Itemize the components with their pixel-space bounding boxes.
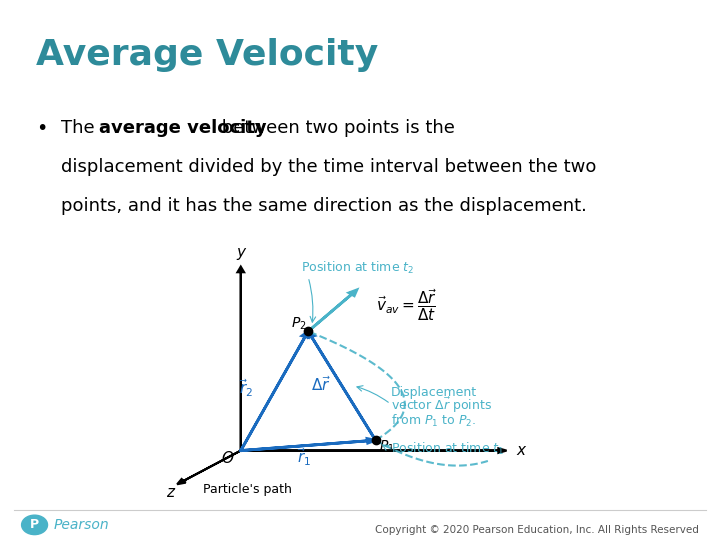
FancyArrow shape	[240, 438, 376, 450]
Text: Average Velocity: Average Velocity	[36, 38, 378, 72]
Text: displacement divided by the time interval between the two: displacement divided by the time interva…	[61, 158, 597, 176]
Text: y: y	[236, 245, 246, 260]
FancyArrow shape	[177, 450, 240, 484]
Text: between two points is the: between two points is the	[216, 119, 455, 137]
Text: z: z	[166, 484, 174, 500]
Text: O: O	[222, 451, 234, 466]
Text: •: •	[36, 119, 48, 138]
Text: from $P_1$ to $P_2$.: from $P_1$ to $P_2$.	[390, 413, 476, 429]
Text: Pearson: Pearson	[54, 518, 109, 532]
Text: $P_2$: $P_2$	[292, 315, 307, 332]
Text: points, and it has the same direction as the displacement.: points, and it has the same direction as…	[61, 197, 587, 214]
Text: $\vec{r}_2$: $\vec{r}_2$	[239, 377, 253, 399]
Text: vector $\Delta\vec{r}$ points: vector $\Delta\vec{r}$ points	[390, 396, 492, 415]
Text: Particle's path: Particle's path	[203, 483, 292, 496]
Text: average velocity: average velocity	[99, 119, 266, 137]
FancyArrow shape	[308, 332, 376, 440]
Text: Position at time $t_2$: Position at time $t_2$	[301, 260, 414, 276]
Text: P: P	[30, 518, 39, 531]
Text: $\Delta\vec{r}$: $\Delta\vec{r}$	[311, 375, 331, 394]
FancyArrow shape	[238, 267, 244, 450]
Text: The: The	[61, 119, 101, 137]
Text: $\vec{v}_{av} = \dfrac{\Delta\vec{r}}{\Delta t}$: $\vec{v}_{av} = \dfrac{\Delta\vec{r}}{\D…	[376, 288, 436, 323]
FancyArrow shape	[308, 290, 357, 332]
Text: x: x	[516, 443, 525, 458]
Text: Displacement: Displacement	[390, 386, 477, 399]
Text: Copyright © 2020 Pearson Education, Inc. All Rights Reserved: Copyright © 2020 Pearson Education, Inc.…	[374, 525, 698, 535]
FancyArrow shape	[240, 448, 507, 453]
Text: Position at time $t_1$: Position at time $t_1$	[390, 441, 504, 457]
Text: $P_1$: $P_1$	[379, 438, 395, 455]
Circle shape	[22, 515, 48, 535]
Text: $\vec{r}_1$: $\vec{r}_1$	[297, 446, 312, 468]
FancyArrow shape	[240, 332, 308, 450]
